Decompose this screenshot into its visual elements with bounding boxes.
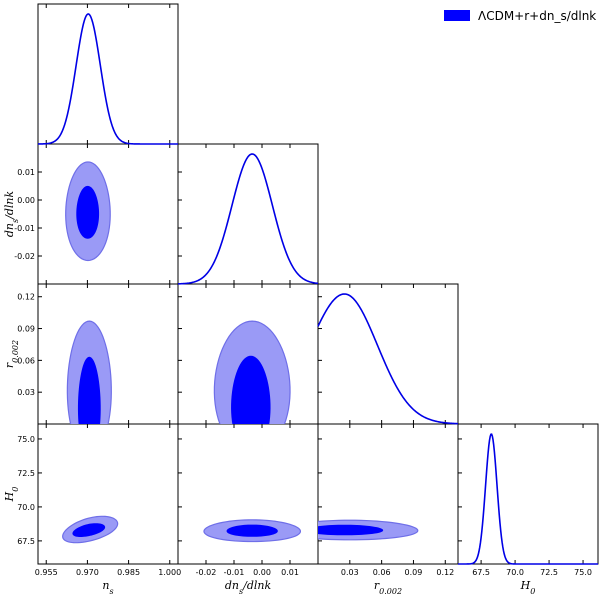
contour-ns-r	[66, 320, 112, 424]
x-tick-label-ns: 0.970	[76, 568, 99, 577]
contour-dns-r	[213, 320, 291, 424]
y-tick-label-r: 0.12	[17, 293, 35, 302]
x-tick-label-H0: 70.0	[506, 568, 524, 577]
panel-frame-H0-H0	[457, 423, 599, 565]
x-tick-label-dns: 0.01	[281, 568, 299, 577]
contour-68-ns-dns	[76, 185, 100, 239]
marginal-curve-r	[317, 293, 459, 425]
y-tick-label-dns: -0.02	[14, 252, 35, 261]
panel-frame-ns-H0	[37, 423, 179, 565]
x-tick-label-r: 0.06	[373, 568, 391, 577]
contour-r-H0	[318, 519, 419, 541]
y-tick-label-r: 0.09	[17, 325, 35, 334]
x-tick-label-dns: -0.01	[224, 568, 245, 577]
contour-68-dns-r	[231, 355, 271, 424]
y-axis-label-dns: dns/dlnk	[3, 191, 20, 238]
x-tick-label-ns: 0.955	[35, 568, 58, 577]
contour-68-ns-r	[77, 356, 101, 424]
legend-swatch	[444, 10, 470, 21]
contour-68-ns-H0	[72, 523, 106, 538]
legend-label: ΛCDM+r+dn_s/dlnk	[478, 9, 596, 23]
x-tick-label-H0: 72.5	[540, 568, 558, 577]
x-tick-label-dns: 0.00	[253, 568, 271, 577]
y-tick-label-H0: 70.0	[17, 503, 35, 512]
x-axis-label-dns: dns/dlnk	[225, 579, 272, 596]
x-axis-label-H0: H0	[520, 579, 536, 596]
y-tick-label-H0: 72.5	[17, 469, 35, 478]
y-tick-label-r: 0.03	[17, 388, 35, 397]
x-tick-label-ns: 1.000	[158, 568, 181, 577]
y-tick-label-dns: 0.00	[17, 196, 35, 205]
x-axis-label-r: r0.002	[374, 579, 402, 596]
marginal-curve-dns	[177, 153, 319, 285]
panel-frame-dns-H0	[177, 423, 319, 565]
marginal-curve-ns	[37, 13, 178, 145]
y-tick-label-dns: -0.01	[14, 224, 35, 233]
contour-68-r-H0	[318, 524, 384, 536]
x-tick-label-ns: 0.985	[117, 568, 140, 577]
contour-dns-H0	[203, 519, 302, 543]
y-axis-label-H0: H0	[3, 487, 20, 503]
contour-ns-H0	[62, 515, 119, 544]
panel-frame-ns-ns	[37, 3, 179, 145]
panel-frame-dns-dns	[177, 143, 319, 285]
x-axis-label-ns: ns	[102, 579, 113, 596]
contour-ns-dns	[65, 161, 111, 262]
x-tick-label-H0: 67.5	[472, 568, 490, 577]
panel-frame-r-r	[317, 283, 459, 425]
marginal-curve-H0	[458, 433, 598, 565]
x-tick-label-r: 0.12	[436, 568, 454, 577]
x-tick-label-r: 0.09	[405, 568, 423, 577]
y-tick-label-dns: 0.01	[17, 168, 35, 177]
x-tick-label-r: 0.03	[341, 568, 359, 577]
contour-68-dns-H0	[226, 524, 278, 537]
y-tick-label-H0: 67.5	[17, 537, 35, 546]
panels: -0.02 -0.01 0.00 0.01 dns/dlnk 0.03 0.06 0.09 0.…	[3, 3, 599, 596]
legend: ΛCDM+r+dn_s/dlnk	[444, 9, 596, 23]
x-tick-label-dns: -0.02	[196, 568, 217, 577]
y-tick-label-H0: 75.0	[17, 435, 35, 444]
x-tick-label-H0: 75.0	[574, 568, 592, 577]
y-tick-label-r: 0.06	[17, 356, 35, 365]
panel-frame-r-H0	[317, 423, 459, 565]
